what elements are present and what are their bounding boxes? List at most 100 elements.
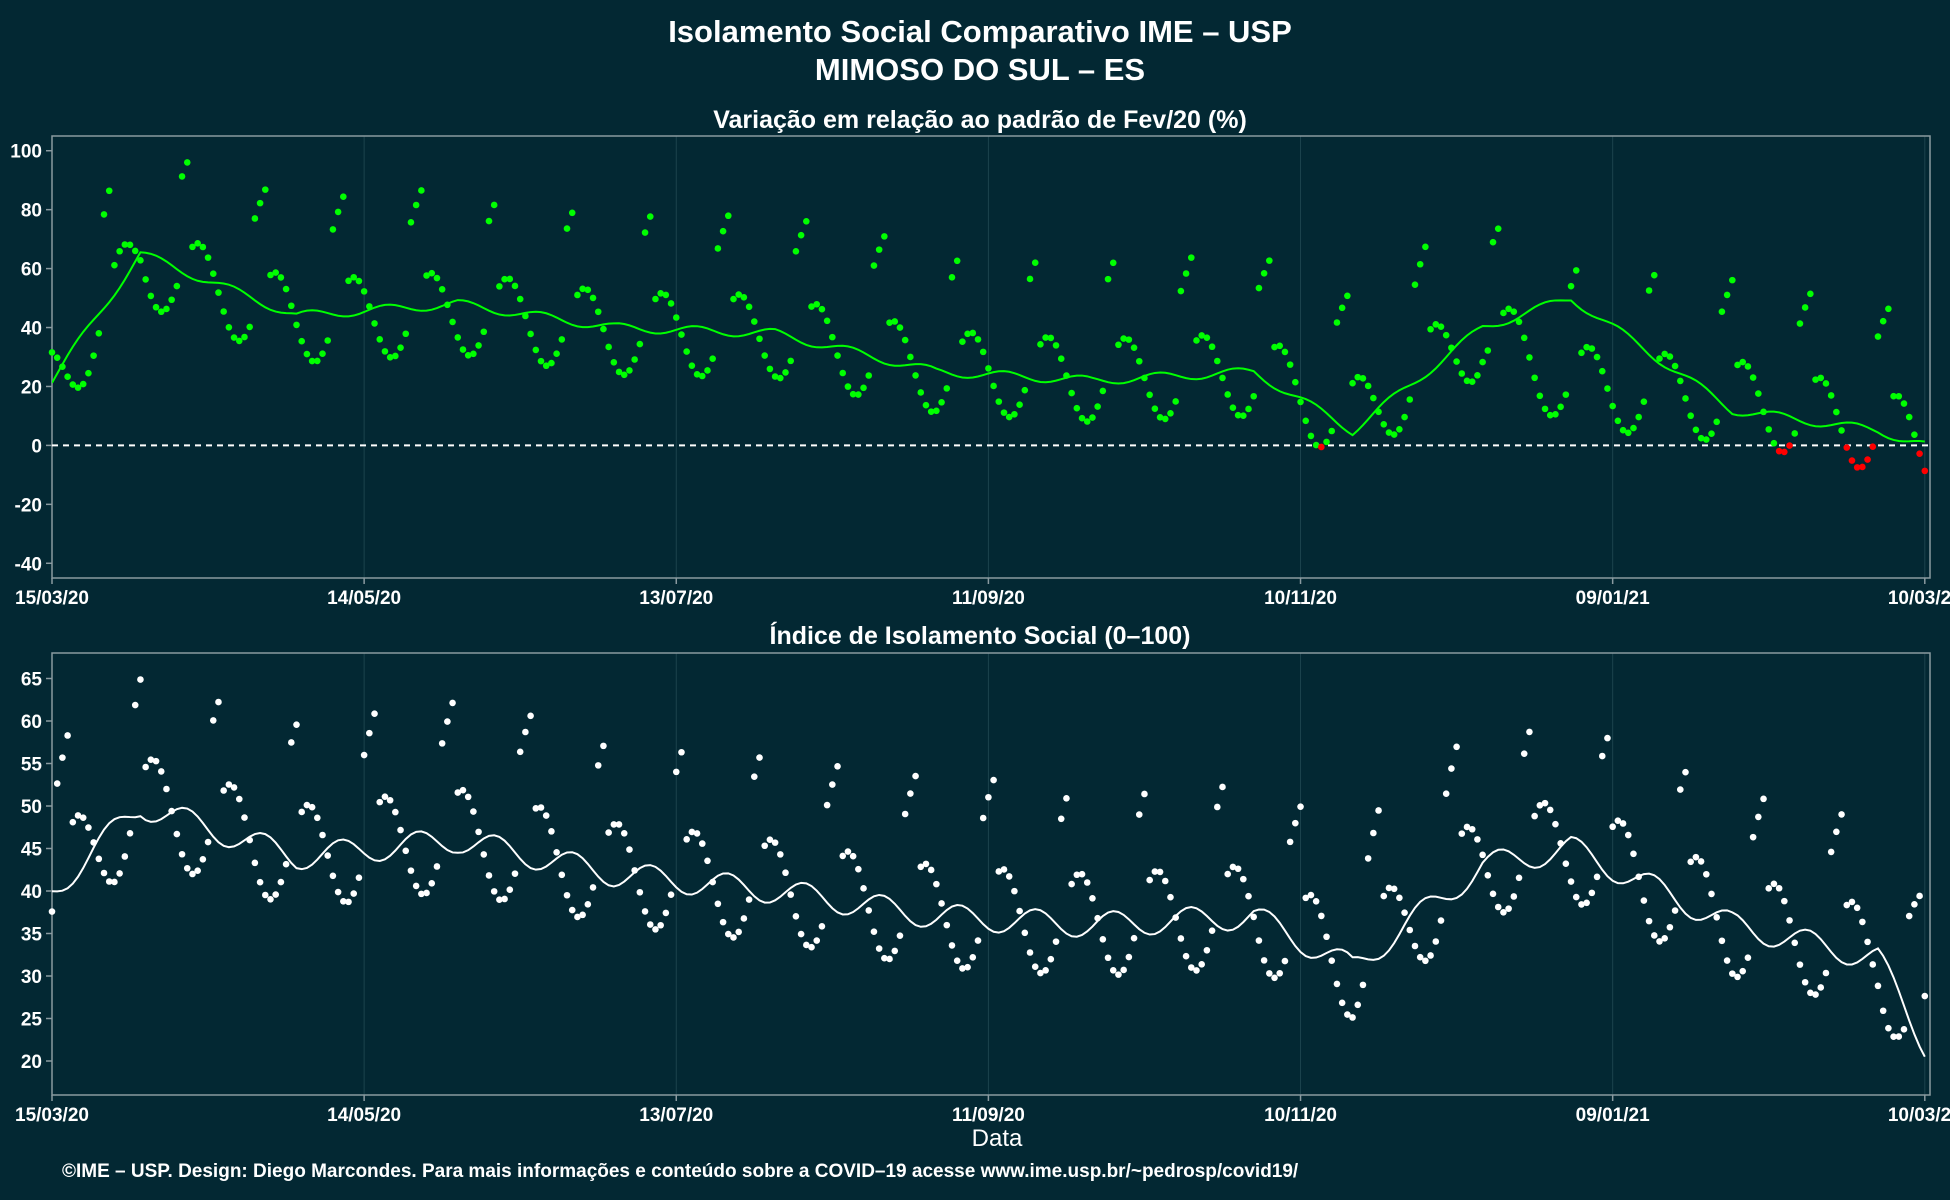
- chart1-data-point: [1546, 411, 1554, 419]
- chart2-data-point: [844, 848, 852, 855]
- chart2-data-point: [964, 963, 971, 971]
- chart2-data-point: [100, 869, 108, 877]
- chart2-data-point: [620, 829, 628, 837]
- chart2-data-point: [53, 780, 61, 787]
- chart2-y-tick-label: 45: [21, 840, 43, 861]
- chart1-data-point: [1723, 291, 1731, 299]
- chart1-data-point: [1052, 342, 1060, 349]
- chart2-data-point: [901, 810, 909, 818]
- chart2-data-point: [1510, 893, 1518, 900]
- chart2-data-point: [1068, 880, 1075, 888]
- chart2-data-point: [927, 866, 935, 874]
- x-axis-label: Data: [972, 1125, 1023, 1152]
- chart1-data-point: [875, 246, 883, 253]
- chart1-x-tick-label: 13/07/20: [639, 588, 713, 609]
- chart1-data-point: [1708, 430, 1715, 438]
- chart2-trend-line: [52, 806, 1926, 1058]
- chart2-data-point: [1401, 909, 1408, 916]
- chart2-data-point: [1869, 961, 1877, 968]
- chart2-data-point: [849, 852, 857, 860]
- chart2-data-point: [157, 768, 165, 775]
- chart2-data-point: [1812, 991, 1819, 998]
- chart2-data-point: [1016, 907, 1023, 915]
- chart1-data-point: [907, 353, 914, 361]
- chart1-data-point: [1796, 320, 1804, 327]
- chart2-data-point: [1240, 875, 1247, 883]
- chart2-data-point: [1463, 823, 1471, 831]
- chart1-data-point: [340, 193, 347, 201]
- chart2-data-point: [745, 896, 753, 903]
- chart1-data-point: [678, 331, 685, 338]
- chart1-data-point: [1822, 380, 1830, 387]
- chart2-data-point: [1588, 889, 1596, 897]
- chart2-data-point: [974, 937, 982, 944]
- chart1-data-point: [1567, 282, 1575, 290]
- chart2-data-point: [293, 721, 300, 728]
- chart1-data-point: [1266, 257, 1273, 264]
- chart1-data-point: [1198, 332, 1205, 339]
- chart2-data-point: [979, 814, 987, 822]
- chart2-data-point: [1656, 938, 1663, 945]
- chart1-data-point: [1224, 391, 1232, 398]
- chart2-data-point: [657, 921, 664, 929]
- chart1-data-point: [709, 355, 716, 362]
- chart2-data-point: [589, 884, 597, 891]
- chart2-data-point: [1520, 750, 1528, 757]
- chart1-data-point: [855, 391, 862, 398]
- chart2-data-point: [1370, 829, 1377, 837]
- chart2-data-point: [1458, 830, 1466, 837]
- chart1-data-point: [1713, 418, 1721, 426]
- chart2-data-point: [1666, 923, 1674, 931]
- chart2-data-point: [116, 870, 123, 877]
- chart1-data-point: [111, 261, 118, 269]
- chart2-data-point: [345, 898, 352, 906]
- chart2-data-point: [209, 717, 217, 724]
- chart1-data-point: [1156, 413, 1164, 421]
- chart2-data-point: [340, 897, 347, 905]
- chart2-data-point: [85, 824, 92, 831]
- chart1-data-point: [901, 336, 909, 344]
- chart2-data-point: [1900, 1026, 1908, 1033]
- chart2-data-point: [1708, 890, 1715, 898]
- chart2-data-point: [1442, 790, 1450, 798]
- chart1-data-point: [319, 350, 326, 357]
- chart1-data-point: [1286, 361, 1294, 368]
- chart2-data-point: [808, 943, 815, 951]
- chart1-data-point: [501, 275, 508, 283]
- chart2-data-point: [1224, 870, 1232, 878]
- chart2-data-point: [875, 945, 883, 952]
- chart2-data-point: [1037, 969, 1044, 977]
- chart2-data-point: [1853, 904, 1861, 912]
- chart1-data-point: [881, 233, 888, 240]
- chart2-x-tick-label: 10/11/20: [1264, 1105, 1337, 1126]
- chart1-data-point: [1916, 450, 1923, 457]
- chart1-data-point: [813, 300, 821, 308]
- chart1-data-point: [1807, 290, 1814, 298]
- chart1-data-point: [85, 369, 92, 377]
- chart1-data-point: [1057, 355, 1065, 363]
- chart2-data-point: [1089, 894, 1096, 902]
- chart1-x-tick-label: 10/03/21: [1888, 588, 1950, 609]
- chart2-data-point: [1786, 917, 1793, 924]
- chart1-data-point: [376, 336, 384, 343]
- chart1-data-point: [1786, 442, 1793, 449]
- chart2-y-tick-label: 35: [21, 925, 43, 946]
- chart2-data-point: [1526, 728, 1533, 736]
- chart1-data-point: [428, 269, 436, 277]
- chart1-data-point: [1016, 401, 1023, 409]
- chart1-data-point: [657, 290, 664, 297]
- chart1-data-point: [1879, 317, 1887, 325]
- chart1-data-point: [1494, 225, 1502, 232]
- chart2-x-tick-label: 14/05/20: [327, 1105, 401, 1126]
- chart1-data-point: [829, 333, 836, 341]
- chart1-data-point: [1307, 432, 1315, 440]
- chart2-data-point: [1141, 790, 1148, 798]
- chart2-data-point: [761, 842, 769, 850]
- chart2-data-point: [90, 839, 97, 846]
- chart2-data-point: [1489, 890, 1497, 898]
- chart2-y-tick-label: 50: [21, 797, 42, 818]
- chart1-data-point: [1468, 378, 1476, 386]
- chart1-data-point: [157, 308, 165, 316]
- chart1-data-point: [1864, 456, 1871, 463]
